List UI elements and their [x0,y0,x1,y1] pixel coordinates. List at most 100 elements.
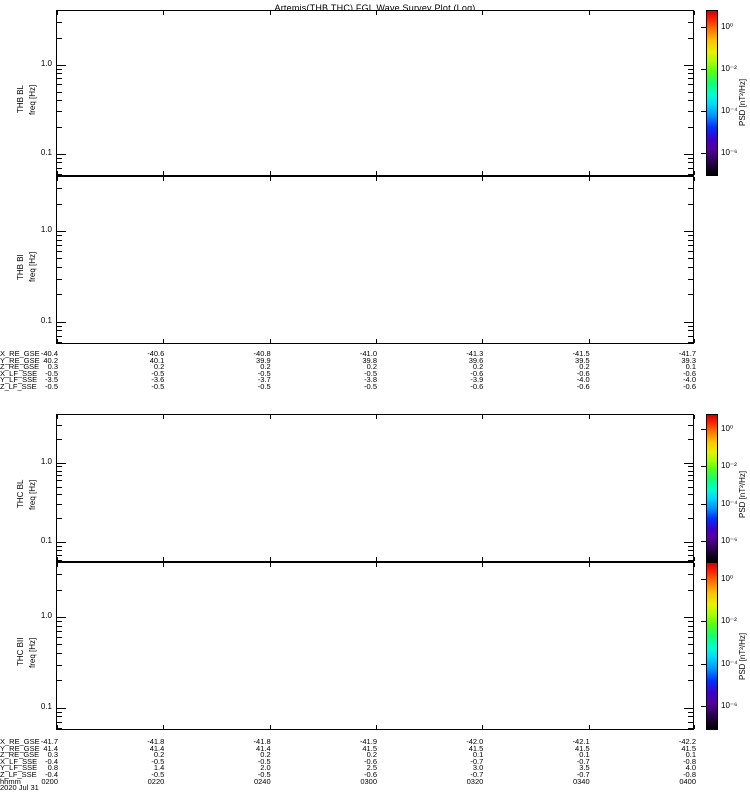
y-tick-minor [688,475,693,477]
x-tick [269,339,271,343]
colorbar-tick-label: 10⁰ [721,21,734,31]
colorbar-tick-label: 10⁻² [721,63,737,73]
annotation-value: 0.2 [366,362,377,372]
y-tick-minor [57,294,62,296]
y-tick-minor [57,240,62,242]
y-tick-minor [688,716,693,718]
colorbar-title: PSD [nT²/Hz] [738,632,747,680]
panel-label-thc-bii: THC BII [16,637,25,666]
y-tick-minor [688,22,693,24]
x-tick [482,557,484,561]
annotation-value: 41.5 [681,743,696,753]
x-tick [588,415,590,419]
y-tick-minor [688,330,693,332]
y-tick-minor [688,84,693,86]
y-tick-minor [688,267,693,269]
y-tick-minor [57,550,62,552]
y-tick-minor [688,335,693,337]
y-tick-minor [688,486,693,488]
y-tick-minor [688,294,693,296]
colorbar [706,10,718,176]
colorbar-tick-label: 10⁻² [721,461,737,471]
y-tick-label: 1.0 [40,611,52,621]
annotation-value: 0200 [41,776,58,786]
annotation-value: 3.0 [472,763,484,773]
y-tick-minor [688,204,693,206]
y-tick-major [57,64,66,66]
x-tick [588,725,590,729]
colorbar-tick-label: 10⁻⁶ [721,536,738,546]
x-tick [694,11,695,15]
y-tick-minor [57,590,62,592]
annotation-value: 0400 [679,776,696,786]
y-tick-major [57,617,66,619]
x-tick [694,563,695,567]
annotation-value: 41.4 [256,743,271,753]
annotation-value: -0.6 [470,368,484,378]
annotation-value: -4.0 [683,375,696,385]
y-axis-unit-label: freq [Hz] [28,637,37,668]
x-tick [163,557,165,561]
y-tick-major [57,321,66,323]
colorbar-title: PSD [nT²/Hz] [738,470,747,518]
annotation-value: 1.4 [153,763,165,773]
x-tick [588,177,590,181]
annotation-value: -42.2 [678,737,696,746]
colorbar-tick [701,428,706,430]
colorbar-tick-label: 10⁰ [721,573,734,583]
y-tick-minor [688,494,693,496]
y-tick-minor [57,325,62,327]
x-tick [163,339,165,343]
y-tick-minor [57,111,62,113]
y-axis-unit-label: freq [Hz] [28,479,37,510]
y-tick-major [57,231,66,233]
y-tick-minor [688,78,693,80]
annotation-row-label: X_LF_SSE [0,756,38,766]
x-tick [482,339,484,343]
y-tick-minor [57,278,62,280]
y-tick-minor [688,245,693,247]
annotation-value: -42.0 [466,737,484,746]
annotation-value: -42.1 [572,737,590,746]
annotation-value: -0.5 [364,368,377,378]
x-tick [376,11,377,15]
annotation-value: -0.6 [683,368,696,378]
y-tick-major [57,542,66,544]
x-tick [694,557,695,561]
annotation-value: 0.2 [366,750,377,760]
annotation-value: -0.5 [45,382,58,391]
y-tick-label: 0.1 [40,147,52,157]
colorbar-tick-label: 10⁻⁴ [721,105,738,115]
annotation-value: 2.5 [366,763,377,773]
y-tick-minor [688,631,693,633]
annotation-value: 41.4 [149,743,165,753]
annotation-value: 41.5 [575,743,590,753]
y-tick-minor [57,644,62,646]
annotation-value: -0.6 [683,382,696,391]
y-tick-minor [688,626,693,628]
colorbar [706,414,718,562]
y-tick-major [57,153,66,155]
page-title: Artemis(THB,THC) FGL Wave Survey Plot (L… [274,3,476,13]
colorbar [706,562,718,730]
x-tick [376,177,377,181]
y-tick-minor [688,341,693,343]
y-tick-minor [688,711,693,713]
y-tick-minor [57,716,62,718]
y-tick-major [57,707,66,709]
x-tick [588,11,590,15]
x-tick [269,415,271,419]
y-tick-minor [688,559,693,561]
y-tick-major [684,542,693,544]
annotation-value: -0.5 [257,756,271,766]
annotation-row-label: Z_RE_GSE [0,362,40,372]
y-tick-minor [688,518,693,520]
x-tick [482,177,484,181]
x-tick [57,339,58,343]
y-tick-minor [688,438,693,440]
x-tick [269,11,271,15]
x-tick [57,415,58,419]
y-tick-major [57,462,66,464]
annotation-value: -41.8 [147,737,165,746]
y-tick-minor [57,162,62,164]
